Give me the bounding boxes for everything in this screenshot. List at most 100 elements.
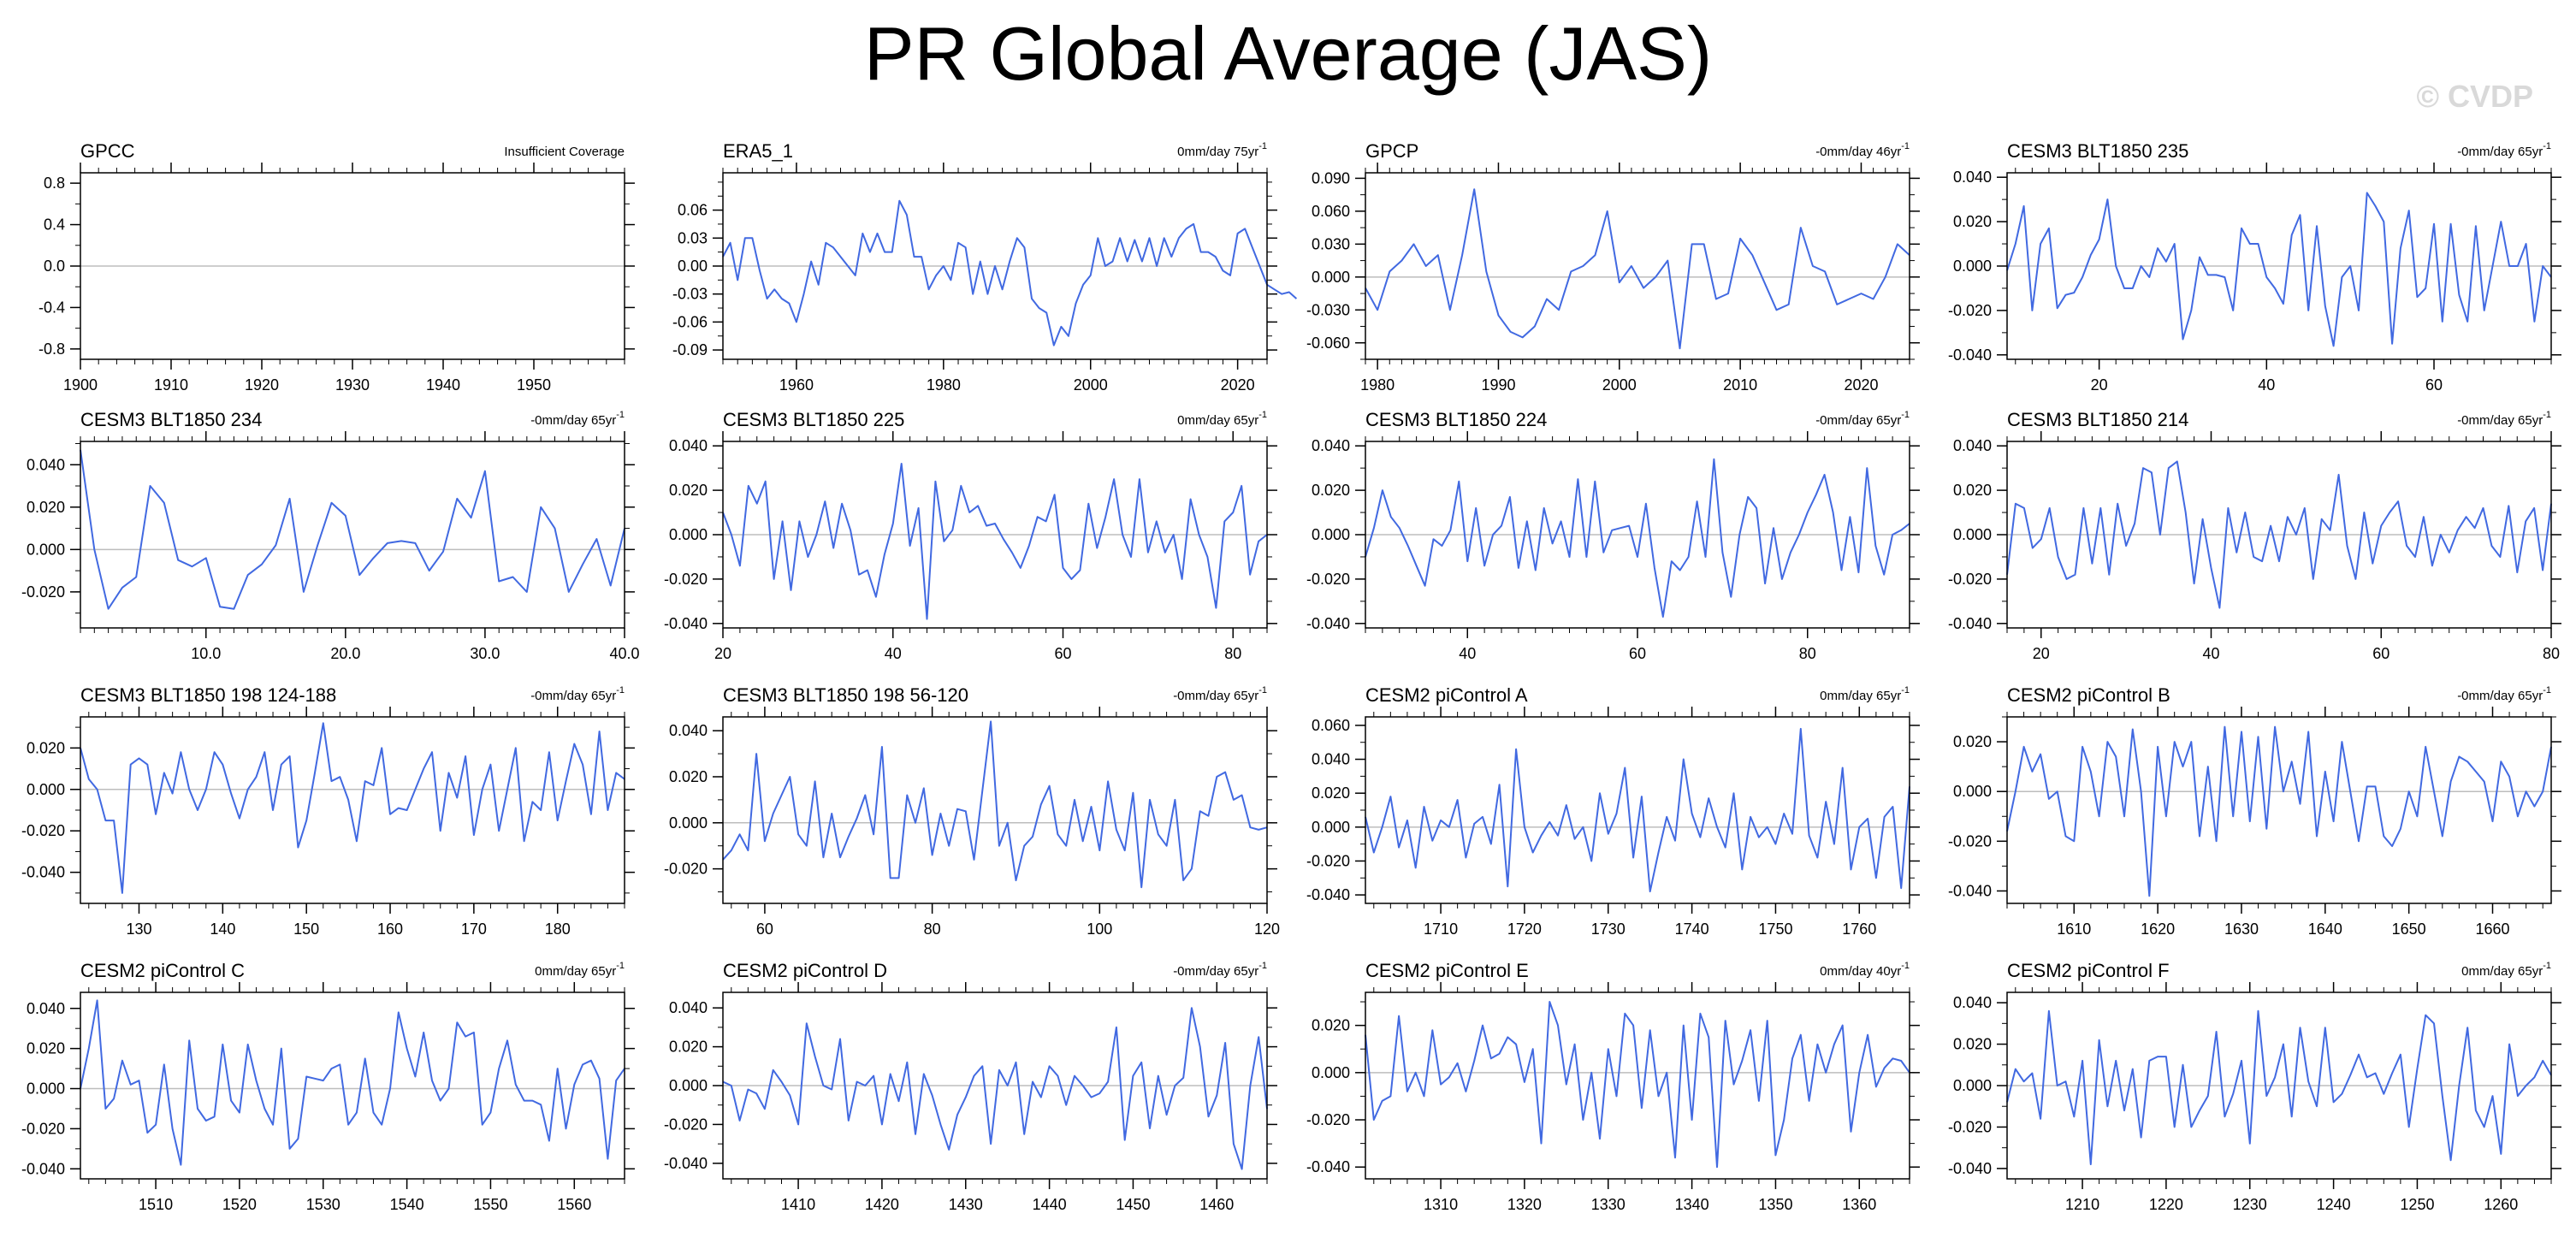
y-tick-label: -0.040 (1306, 615, 1350, 632)
x-tick-label: 1260 (2484, 1196, 2518, 1213)
x-tick-label: 1730 (1591, 920, 1626, 938)
x-tick-label: 1560 (557, 1196, 591, 1213)
plot-frame (2006, 716, 2552, 904)
x-tick-label: 1760 (1842, 920, 1876, 938)
x-tick-label: 1430 (949, 1196, 983, 1213)
chart-panel: 40 60 80 -0.040 -0.020 0.000 0.020 0.040 CESM3 B… (1306, 409, 1920, 662)
x-tick-label: 1900 (63, 376, 98, 394)
data-series-line (2006, 460, 2552, 609)
trend-exponent: -1 (1258, 961, 1267, 971)
data-series-line (722, 1007, 1268, 1170)
x-tick-label: 1990 (1481, 376, 1515, 394)
x-tick-label: 100 (1087, 920, 1112, 938)
x-tick-label: 1930 (335, 376, 370, 394)
y-tick-label: -0.040 (1306, 1158, 1350, 1175)
y-tick-label: -0.020 (664, 571, 708, 588)
x-tick-label: 60 (2425, 376, 2443, 394)
x-tick-label: 80 (1799, 645, 1816, 662)
plot-frame (80, 992, 625, 1180)
x-tick-label: 1520 (222, 1196, 257, 1213)
panel-title: CESM3 BLT1850 224 (1365, 409, 1547, 430)
x-tick-label: 20.0 (330, 645, 360, 662)
y-tick-label: 0.020 (1312, 1017, 1350, 1034)
panel-title: CESM3 BLT1850 214 (2007, 409, 2188, 430)
y-tick-label: 0.020 (669, 482, 708, 499)
x-tick-label: 1920 (245, 376, 279, 394)
y-tick-label: 0.06 (678, 202, 708, 219)
data-series-line (80, 449, 625, 610)
y-tick-label: 0.020 (669, 1039, 708, 1056)
x-tick-label: 40 (2258, 376, 2275, 394)
y-tick-label: -0.040 (664, 615, 708, 632)
data-series-line (2006, 725, 2552, 897)
y-tick-label: 0.020 (27, 739, 65, 756)
y-tick-label: 0.040 (669, 999, 708, 1016)
watermark-text: © CVDP (2416, 79, 2533, 114)
y-tick-label: 0.040 (1953, 437, 1992, 454)
y-tick-label: 0.000 (669, 1077, 708, 1094)
panel-trend-text: 0mm/day 40yr-1 (1820, 961, 1910, 979)
y-tick-label: 0.060 (1312, 203, 1350, 220)
x-tick-label: 1360 (1842, 1196, 1876, 1213)
data-series-line (80, 722, 625, 894)
trend-exponent: -1 (616, 685, 625, 696)
chart-panel: 20 40 60 80 -0.040 -0.020 0.000 0.020 0.040 CESM3… (1948, 409, 2561, 662)
x-tick-label: 1640 (2308, 920, 2342, 938)
y-tick-label: -0.4 (38, 299, 65, 316)
y-tick-label: 0.040 (1312, 437, 1350, 454)
x-tick-label: 180 (545, 920, 571, 938)
x-tick-label: 1240 (2317, 1196, 2351, 1213)
x-tick-label: 40.0 (609, 645, 639, 662)
y-tick-label: 0.040 (27, 1000, 65, 1017)
chart-panel: 1710 1720 1730 1740 1750 1760 -0.040 -0.020 0.00… (1306, 684, 1920, 938)
x-tick-label: 1710 (1424, 920, 1458, 938)
y-tick-label: 0.020 (1953, 733, 1992, 750)
panel-trend-text: 0mm/day 75yr-1 (1177, 141, 1267, 159)
x-tick-label: 130 (126, 920, 151, 938)
x-tick-label: 1630 (2224, 920, 2259, 938)
y-tick-label: 0.020 (27, 499, 65, 516)
y-tick-label: -0.06 (672, 313, 708, 330)
y-tick-label: 0.090 (1312, 169, 1350, 186)
panel-trend-text: -0mm/day 65yr-1 (2457, 685, 2551, 703)
y-tick-label: -0.040 (1948, 346, 1992, 364)
x-tick-label: 1350 (1758, 1196, 1792, 1213)
x-tick-label: 2020 (1844, 376, 1878, 394)
data-series-line (1365, 458, 1910, 618)
x-tick-label: 40 (2202, 645, 2219, 662)
trend-exponent: -1 (1901, 410, 1910, 420)
x-tick-label: 1220 (2149, 1196, 2183, 1213)
y-tick-label: 0.000 (1953, 257, 1992, 275)
x-tick-label: 20 (2033, 645, 2050, 662)
x-tick-label: 1980 (927, 376, 961, 394)
y-tick-label: 0.4 (44, 216, 65, 234)
panel-title: CESM2 piControl C (80, 960, 245, 981)
panel-trend-text: -0mm/day 65yr-1 (530, 685, 625, 703)
y-tick-label: 0.0 (44, 257, 65, 275)
data-series-line (80, 999, 625, 1166)
trend-exponent: -1 (616, 410, 625, 420)
plot-frame (722, 716, 1268, 904)
trend-exponent: -1 (1901, 961, 1910, 971)
x-tick-label: 60 (1629, 645, 1646, 662)
y-tick-label: -0.020 (21, 822, 65, 839)
x-tick-label: 1250 (2400, 1196, 2434, 1213)
data-series-line (722, 463, 1268, 620)
x-tick-label: 1410 (781, 1196, 815, 1213)
y-tick-label: 0.000 (27, 541, 65, 558)
plot-frame (1365, 172, 1910, 360)
x-tick-label: 150 (293, 920, 319, 938)
x-tick-label: 1510 (139, 1196, 173, 1213)
y-tick-label: -0.020 (1948, 1118, 1992, 1135)
x-tick-label: 40 (1459, 645, 1476, 662)
panel-trend-text: 0mm/day 65yr-1 (2461, 961, 2551, 979)
x-tick-label: 1550 (473, 1196, 507, 1213)
x-tick-label: 1910 (154, 376, 188, 394)
y-tick-label: -0.040 (1948, 615, 1992, 632)
x-tick-label: 1960 (779, 376, 814, 394)
chart-panel: 1960 1980 2000 2020 -0.09 -0.06 -0.03 0.00 0.03 0… (672, 140, 1298, 394)
y-tick-label: -0.020 (1948, 302, 1992, 319)
y-tick-label: 0.000 (669, 814, 708, 832)
chart-panel: 60 80 100 120 -0.020 0.000 0.020 0.040 CESM3 BLT… (664, 684, 1280, 938)
